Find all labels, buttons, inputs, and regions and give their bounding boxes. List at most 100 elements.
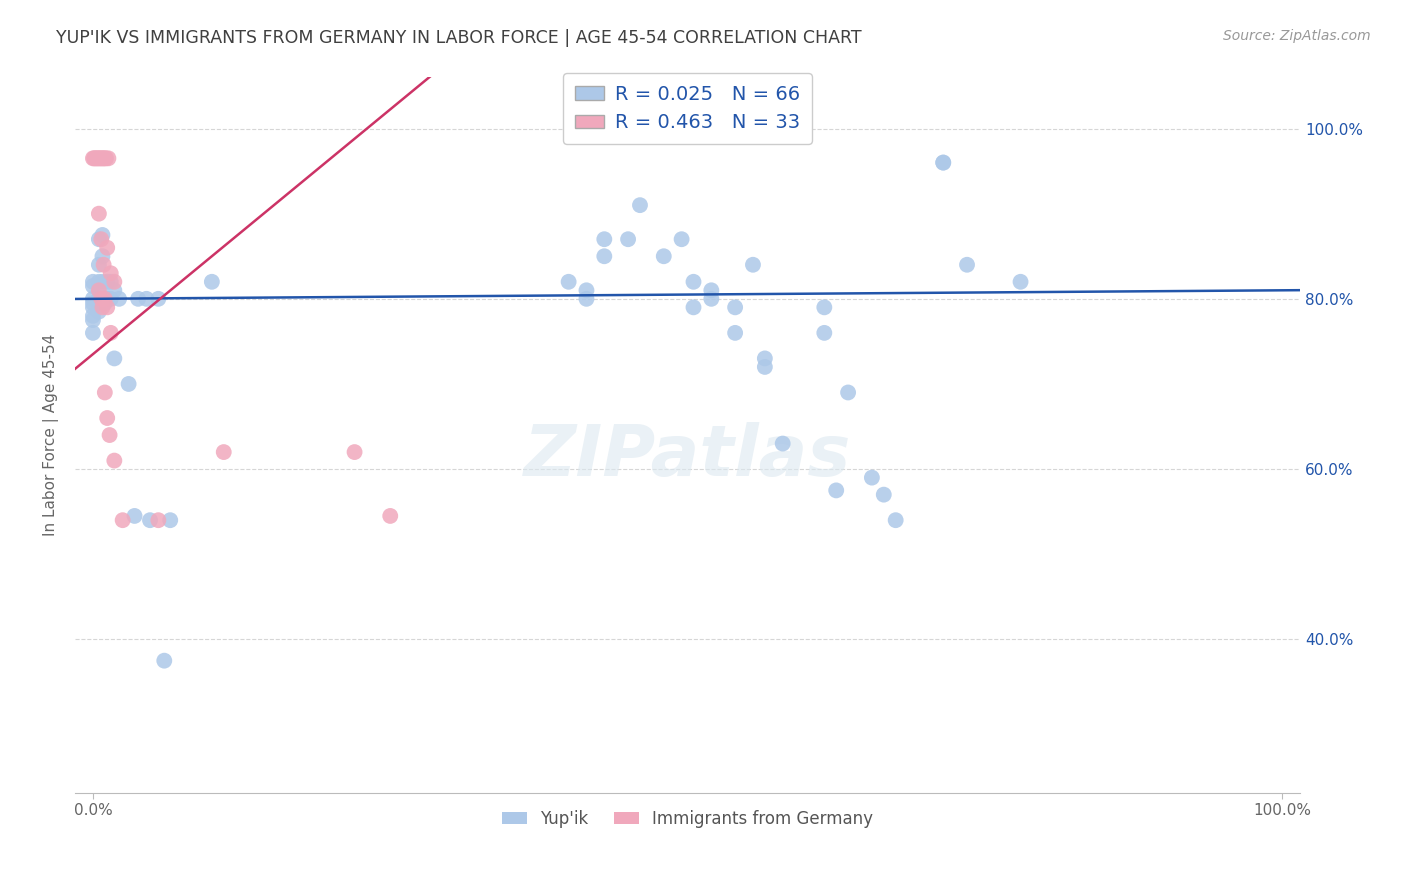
Point [212, 445, 235, 459]
Point [87, 304, 110, 318]
Point [96, 292, 118, 306]
Point [100, 275, 122, 289]
Point [700, 283, 723, 297]
Point [82, 279, 104, 293]
Point [593, 232, 616, 246]
Point [82, 292, 104, 306]
Point [90, 292, 112, 306]
Point [575, 292, 598, 306]
Point [89, 151, 111, 165]
Point [82, 313, 104, 327]
Point [617, 232, 640, 246]
Point [813, 301, 835, 315]
Point [724, 326, 747, 340]
Point [91, 151, 114, 165]
Point [103, 351, 125, 366]
Point [91, 249, 114, 263]
Point [83, 151, 105, 165]
Point [557, 275, 579, 289]
Point [671, 232, 693, 246]
Point [873, 488, 896, 502]
Point [593, 249, 616, 263]
Point [96, 275, 118, 289]
Point [84, 151, 107, 165]
Point [837, 385, 859, 400]
Point [91, 301, 114, 315]
Point [87, 292, 110, 306]
Text: ZIPatlas: ZIPatlas [524, 422, 851, 491]
Point [682, 275, 704, 289]
Point [884, 513, 907, 527]
Point [87, 283, 110, 297]
Point [108, 292, 131, 306]
Point [87, 151, 110, 165]
Point [100, 266, 122, 280]
Point [87, 275, 110, 289]
Point [956, 258, 979, 272]
Legend: Yup'ik, Immigrants from Germany: Yup'ik, Immigrants from Germany [495, 803, 880, 834]
Point [94, 296, 117, 310]
Point [932, 155, 955, 169]
Point [86, 151, 108, 165]
Text: Source: ZipAtlas.com: Source: ZipAtlas.com [1223, 29, 1371, 43]
Point [159, 513, 181, 527]
Point [742, 258, 765, 272]
Point [87, 232, 110, 246]
Point [94, 385, 117, 400]
Point [97, 151, 120, 165]
Point [82, 275, 104, 289]
Point [772, 436, 794, 450]
Point [754, 359, 776, 374]
Point [91, 227, 114, 242]
Point [682, 301, 704, 315]
Point [90, 151, 112, 165]
Point [932, 155, 955, 169]
Point [100, 326, 122, 340]
Point [754, 351, 776, 366]
Point [87, 296, 110, 310]
Point [94, 292, 117, 306]
Point [91, 275, 114, 289]
Point [139, 513, 162, 527]
Point [652, 249, 675, 263]
Point [1010, 275, 1032, 289]
Point [82, 151, 104, 165]
Point [87, 258, 110, 272]
Point [98, 428, 121, 442]
Point [127, 292, 149, 306]
Point [148, 513, 170, 527]
Point [82, 296, 104, 310]
Point [82, 301, 104, 315]
Point [724, 301, 747, 315]
Point [96, 411, 118, 425]
Point [94, 151, 117, 165]
Point [94, 151, 117, 165]
Point [135, 292, 157, 306]
Point [103, 283, 125, 297]
Point [93, 151, 115, 165]
Point [124, 508, 146, 523]
Point [94, 292, 117, 306]
Point [82, 326, 104, 340]
Y-axis label: In Labor Force | Age 45-54: In Labor Force | Age 45-54 [44, 334, 59, 536]
Point [148, 292, 170, 306]
Point [813, 326, 835, 340]
Point [153, 654, 176, 668]
Point [87, 283, 110, 297]
Point [700, 292, 723, 306]
Point [96, 241, 118, 255]
Text: YUP'IK VS IMMIGRANTS FROM GERMANY IN LABOR FORCE | AGE 45-54 CORRELATION CHART: YUP'IK VS IMMIGRANTS FROM GERMANY IN LAB… [56, 29, 862, 46]
Point [343, 445, 366, 459]
Point [575, 283, 598, 297]
Point [82, 309, 104, 323]
Point [96, 301, 118, 315]
Point [380, 508, 402, 523]
Point [100, 292, 122, 306]
Point [93, 258, 115, 272]
Point [111, 513, 134, 527]
Point [201, 275, 224, 289]
Point [87, 207, 110, 221]
Point [860, 470, 883, 484]
Point [825, 483, 848, 498]
Point [628, 198, 651, 212]
